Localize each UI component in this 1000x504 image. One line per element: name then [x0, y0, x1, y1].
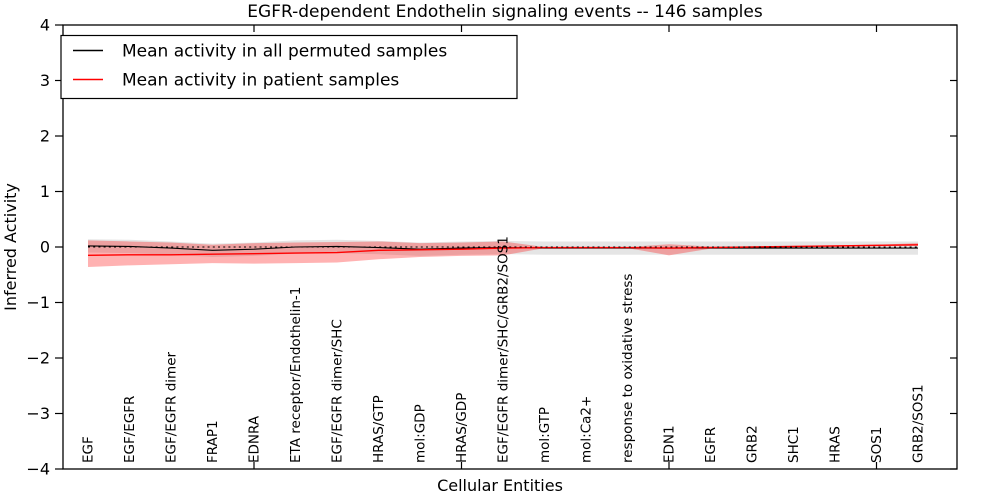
category-label: HRAS/GTP [371, 395, 387, 463]
category-label: response to oxidative stress [620, 274, 636, 463]
category-label: EGF/EGFR dimer/SHC [330, 319, 346, 463]
category-label: EGF [81, 436, 97, 463]
category-label: HRAS/GDP [454, 393, 470, 463]
category-label: GRB2/SOS1 [911, 384, 927, 463]
category-label: EGFR [703, 427, 719, 463]
category-label-layer: EGF EGF/EGFR EGF/EGFR dimer FRAP1 EDNRA ETA r… [81, 236, 927, 463]
legend: Mean activity in all permuted samples Mea… [60, 34, 518, 100]
y-tick-label: −3 [26, 404, 50, 423]
category-label: EDNRA [247, 415, 263, 463]
legend-item-label: Mean activity in all permuted samples [122, 42, 447, 62]
category-label: HRAS [828, 426, 844, 463]
y-tick-label: 0 [40, 238, 50, 257]
legend-box [60, 34, 518, 100]
y-tick-label: 1 [40, 182, 50, 201]
category-label: EGF/EGFR dimer/SHC/GRB2/SOS1 [496, 236, 512, 463]
y-tick-label: −2 [26, 349, 50, 368]
tick-label-layer: 4 3 2 1 0 −1 −2 −3 −4 [26, 16, 50, 479]
category-label: FRAP1 [205, 420, 221, 463]
legend-item-label: Mean activity in patient samples [122, 71, 399, 91]
y-tick-label: −1 [26, 293, 50, 312]
category-label: mol:GTP [537, 407, 553, 463]
y-axis-label: Inferred Activity [1, 183, 20, 311]
category-label: mol:Ca2+ [579, 396, 595, 463]
line-layer [87, 244, 919, 257]
y-tick-label: 2 [40, 127, 50, 146]
category-label: mol:GDP [413, 404, 429, 463]
y-tick-label: −4 [26, 460, 50, 479]
y-tick-label: 3 [40, 71, 50, 90]
y-tick-label: 4 [40, 16, 50, 35]
category-label: GRB2 [745, 425, 761, 463]
category-label: ETA receptor/Endothelin-1 [288, 287, 304, 463]
category-label: EDN1 [662, 425, 678, 463]
category-label: EGF/EGFR dimer [164, 351, 180, 463]
category-label: EGF/EGFR [122, 396, 138, 463]
x-axis-label: Cellular Entities [437, 476, 563, 495]
axes-layer [55, 24, 958, 470]
category-label: SHC1 [786, 426, 802, 463]
chart-title: EGFR-dependent Endothelin signaling even… [247, 2, 763, 22]
category-label: SOS1 [869, 427, 885, 463]
